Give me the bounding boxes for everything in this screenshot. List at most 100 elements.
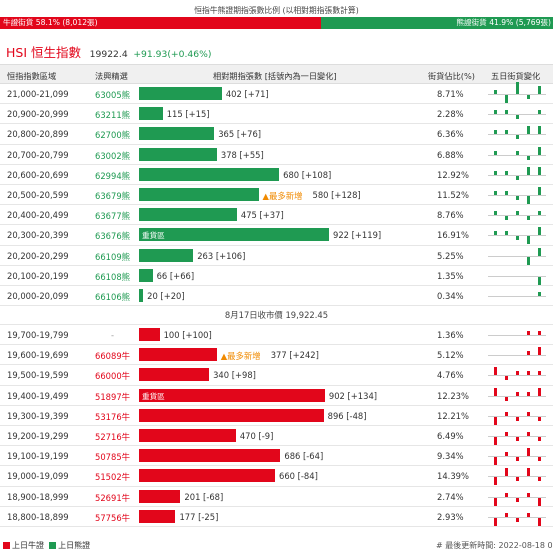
minichart-bar xyxy=(516,391,519,396)
code-link[interactable]: 63005熊 xyxy=(95,90,131,100)
code-link[interactable]: 52716牛 xyxy=(95,432,131,442)
minichart-bar xyxy=(527,216,530,221)
minichart-bar xyxy=(527,512,530,517)
contracts-bar xyxy=(139,87,222,100)
pct-cell: 12.21% xyxy=(437,410,469,421)
minichart-bar xyxy=(538,416,541,421)
contracts-bar xyxy=(139,489,181,503)
minichart-bar xyxy=(538,126,541,135)
minichart-bar xyxy=(494,437,497,445)
contracts-bar xyxy=(139,348,217,362)
pct-cell: 16.91% xyxy=(437,230,469,241)
minichart-bar xyxy=(538,497,541,506)
five-day-minichart xyxy=(488,186,546,204)
code-link[interactable]: 52691牛 xyxy=(95,492,131,503)
minichart-bar xyxy=(494,90,497,94)
code-link[interactable]: 66109熊 xyxy=(95,251,131,262)
code-link[interactable]: 57756牛 xyxy=(95,512,131,523)
code-link[interactable]: 66000牛 xyxy=(95,371,131,382)
minichart-bar xyxy=(538,146,541,155)
code-link[interactable]: 62994熊 xyxy=(95,170,131,181)
table-row: 19,100-19,199 50785牛 686 [-64] 9.34% xyxy=(0,446,553,467)
range-cell: 20,000-20,099 xyxy=(7,290,69,301)
range-cell: 19,100-19,199 xyxy=(7,451,69,462)
table-row: 20,100-20,199 66108熊 66 [+66] 1.35% xyxy=(0,266,553,286)
pct-cell: 12.92% xyxy=(437,169,469,180)
range-cell: 18,900-18,999 xyxy=(7,491,69,502)
minichart-bar xyxy=(516,437,519,441)
contracts-value: 177 [-25] xyxy=(179,511,219,522)
table-row: 19,700-19,799 - 100 [+100] 1.36% xyxy=(0,325,553,346)
minichart-bar xyxy=(527,351,530,356)
bull-rows: 19,700-19,799 - 100 [+100] 1.36% 19,600-19,6… xyxy=(0,325,553,527)
contracts-value: 115 [+15] xyxy=(166,109,210,120)
minichart-bar xyxy=(538,387,541,396)
code-link[interactable]: 66089牛 xyxy=(95,351,131,362)
contracts-value: 20 [+20] xyxy=(147,290,185,301)
minichart-bar xyxy=(527,448,530,457)
code-link[interactable]: 50785牛 xyxy=(95,452,131,463)
code-link[interactable]: 66108熊 xyxy=(95,271,131,282)
index-name[interactable]: HSI 恒生指數 xyxy=(6,45,81,60)
range-cell: 19,500-19,599 xyxy=(7,370,69,381)
contracts-value: 340 [+98] xyxy=(213,370,256,381)
minichart-bar xyxy=(494,517,497,526)
minichart-bar xyxy=(538,291,541,296)
minichart-bar xyxy=(527,468,530,477)
minichart-bar xyxy=(516,82,519,94)
minichart-bar xyxy=(527,432,530,436)
contracts-bar xyxy=(139,469,275,483)
pct-cell: 6.88% xyxy=(437,149,464,160)
minichart-baseline xyxy=(488,94,546,95)
minichart-baseline xyxy=(488,215,546,217)
table-row: 20,700-20,799 63002熊 378 [+55] 6.88% xyxy=(0,145,553,165)
minichart-baseline xyxy=(488,235,546,237)
range-cell: 20,100-20,199 xyxy=(7,270,69,281)
pct-cell: 12.23% xyxy=(437,390,469,401)
minichart-bar xyxy=(538,186,541,195)
contracts-bar xyxy=(139,429,236,442)
code-link[interactable]: 51502牛 xyxy=(95,472,131,483)
code-link[interactable]: 63211熊 xyxy=(95,110,131,121)
most-added-note: ▲最多新增 xyxy=(220,351,261,362)
table-row: 19,600-19,699 66089牛 ▲最多新增 377 [+242] 5.12% xyxy=(0,345,553,366)
five-day-minichart xyxy=(488,166,546,184)
minichart-bar xyxy=(527,126,530,135)
minichart-bar xyxy=(505,216,508,221)
range-cell: 19,200-19,299 xyxy=(7,431,69,441)
header-pct: 街貨佔比(%) xyxy=(428,71,475,81)
table-row: 20,000-20,099 66106熊 20 [+20] 0.34% xyxy=(0,286,553,307)
minichart-bar xyxy=(527,256,530,265)
five-day-minichart xyxy=(488,105,546,123)
table-header: 恒指指數區域 法興精選 相對期指張數 [括號內為一日變化] 街貨佔比(%) 五日… xyxy=(0,64,553,84)
bear-rows: 21,000-21,099 63005熊 402 [+71] 8.71% 20,900-… xyxy=(0,82,553,307)
bull-legend-label: 上日牛證 xyxy=(12,541,44,550)
minichart-bar xyxy=(505,376,508,381)
minichart-bar xyxy=(494,457,497,466)
five-day-minichart xyxy=(488,226,546,245)
minichart-bar xyxy=(527,166,530,175)
contracts-bar xyxy=(139,248,194,262)
five-day-minichart xyxy=(488,146,546,164)
code-link[interactable]: 62700熊 xyxy=(95,130,131,141)
code-link[interactable]: 53176牛 xyxy=(95,411,131,422)
minichart-baseline xyxy=(488,456,546,458)
range-cell: 20,500-20,599 xyxy=(7,189,69,200)
pct-cell: 8.76% xyxy=(437,210,464,221)
code-link[interactable]: 63676熊 xyxy=(95,231,131,242)
code-link[interactable]: 63679熊 xyxy=(95,190,131,201)
code-link[interactable]: 51897牛 xyxy=(95,391,131,402)
table-row: 18,900-18,999 52691牛 201 [-68] 2.74% xyxy=(0,487,553,507)
contracts-value: 902 [+134] xyxy=(328,390,378,401)
minichart-bar xyxy=(538,371,541,376)
minichart-bar xyxy=(505,512,508,517)
minichart-bar xyxy=(538,86,541,94)
contracts-value: 201 [-68] xyxy=(184,491,224,502)
pct-cell: 6.49% xyxy=(437,431,464,441)
code-link[interactable]: 66106熊 xyxy=(95,291,131,302)
code-link[interactable]: 63677熊 xyxy=(95,211,131,222)
table-row: 20,200-20,299 66109熊 263 [+106] 5.25% xyxy=(0,246,553,266)
minichart-bar xyxy=(527,195,530,204)
minichart-baseline xyxy=(488,476,546,478)
code-link[interactable]: 63002熊 xyxy=(95,150,131,161)
